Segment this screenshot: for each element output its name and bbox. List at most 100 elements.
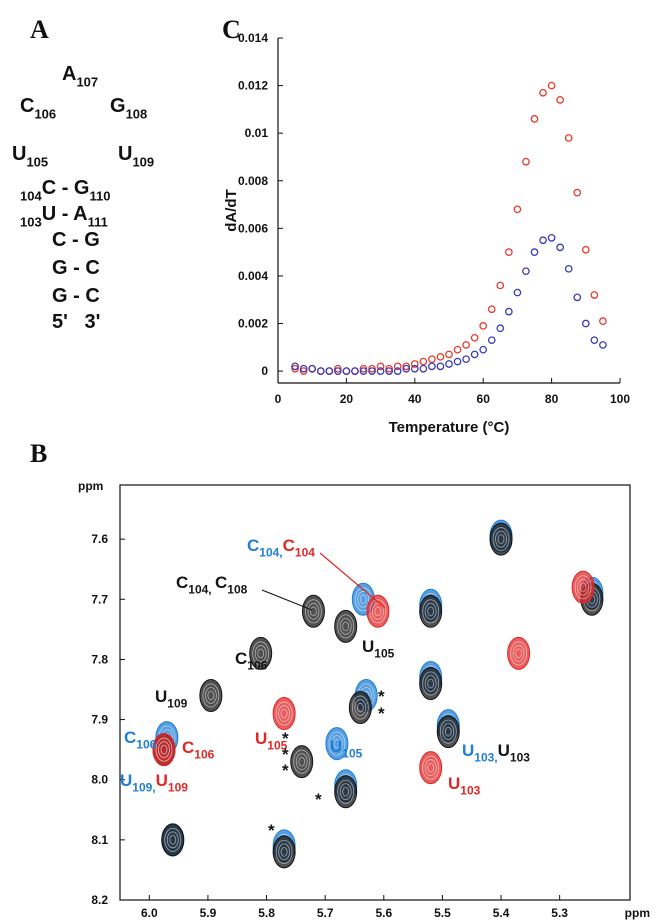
data-point [316,367,325,375]
peak [249,636,273,670]
peak [325,727,349,761]
data-point [453,345,462,354]
x-tick-label: 20 [340,392,354,406]
contour-ring [333,738,341,749]
peak [366,594,390,628]
text-run: C [182,738,194,757]
data-point [445,360,453,368]
data-point [333,367,342,375]
x-tick-label: 5.3 [551,906,568,920]
data-point [522,157,530,166]
peak-annotation: U105 [362,637,395,660]
contour-ring [351,695,369,720]
contour-ring [305,599,322,624]
y-tick-label: 0.01 [245,126,269,140]
subscript: 111 [88,214,108,229]
hairpin-base: G - C [52,257,100,279]
contour-ring [310,606,317,617]
contour-ring [442,723,455,740]
text-run: C [20,95,34,117]
hairpin-base: U105 [12,143,48,169]
peak [489,522,513,556]
subscript: 104, [259,545,282,559]
contour-ring [424,602,437,620]
data-point [325,367,334,375]
data-point [462,355,470,364]
data-point [359,367,368,375]
peak [199,679,223,713]
contour-ring [204,687,217,704]
peak-annotation: C104,C104 [247,536,315,559]
data-point [419,357,428,366]
contour-ring [372,602,384,620]
peak [571,570,595,604]
text-run: * [378,704,385,723]
hairpin-base: C - G [52,229,100,251]
panel-label: A [30,15,49,44]
y-axis-label: ppm [78,479,103,493]
hairpin-base: 104C - G110 [20,177,110,203]
subscript: 105 [267,738,287,752]
contour-ring [164,827,182,852]
hairpin-base: 103U - A111 [20,203,108,229]
peak [419,666,443,700]
data-point [436,352,445,361]
connector [261,589,313,611]
peak-annotation: C104, C108 [176,573,248,596]
data-point [428,355,436,364]
subscript: 103 [460,783,480,797]
peak [272,835,296,869]
data-point [504,307,513,316]
contour-ring [492,527,510,552]
contour-ring [357,590,370,608]
data-point [359,364,368,373]
data-point [530,248,539,256]
peak-annotation: U105 [255,729,288,752]
y-tick-label: 8.0 [91,773,108,787]
peak-annotation: * [268,821,275,840]
data-point [410,364,419,373]
x-tick-label: 40 [408,392,422,406]
text-run: U [255,729,267,748]
subscript: 108 [126,106,148,121]
y-tick-label: 0 [261,364,268,378]
contour-ring [293,749,311,774]
data-point [556,243,565,252]
data-point [504,248,513,256]
subscript: 104, [188,582,215,596]
data-point [393,362,402,371]
peak [334,609,358,643]
contour-ring [359,594,367,605]
data-point [470,350,479,359]
contour-ring [354,699,367,716]
contour-ring [202,683,220,708]
contour-ring [337,614,355,639]
x-axis-label: Temperature (°C) [389,419,510,436]
peak-annotation: * [378,687,385,706]
y-tick-label: 0.014 [238,31,268,45]
subscript: 104 [20,188,42,203]
contour-ring [169,835,177,845]
data-point [496,281,505,290]
text-run: C - G [42,177,90,199]
data-point [573,188,582,197]
data-point [445,350,453,359]
peak-annotation: U109 [155,687,188,710]
data-point [385,364,393,373]
peak-annotation: U103,U103 [462,741,530,764]
text-run: U [118,143,132,165]
contour-ring [328,731,346,756]
contour-ring [497,534,505,544]
data-point [402,362,411,371]
contour-ring [207,690,215,701]
text-run: A [62,63,76,85]
hairpin-base: G108 [110,95,147,121]
data-point [547,81,556,90]
contour-ring [369,599,387,624]
contour-ring [444,726,452,737]
contour-ring [337,779,355,804]
text-run: G - C [52,285,100,307]
subscript: 105 [374,646,394,660]
data-point [487,336,496,345]
data-point [291,364,299,373]
